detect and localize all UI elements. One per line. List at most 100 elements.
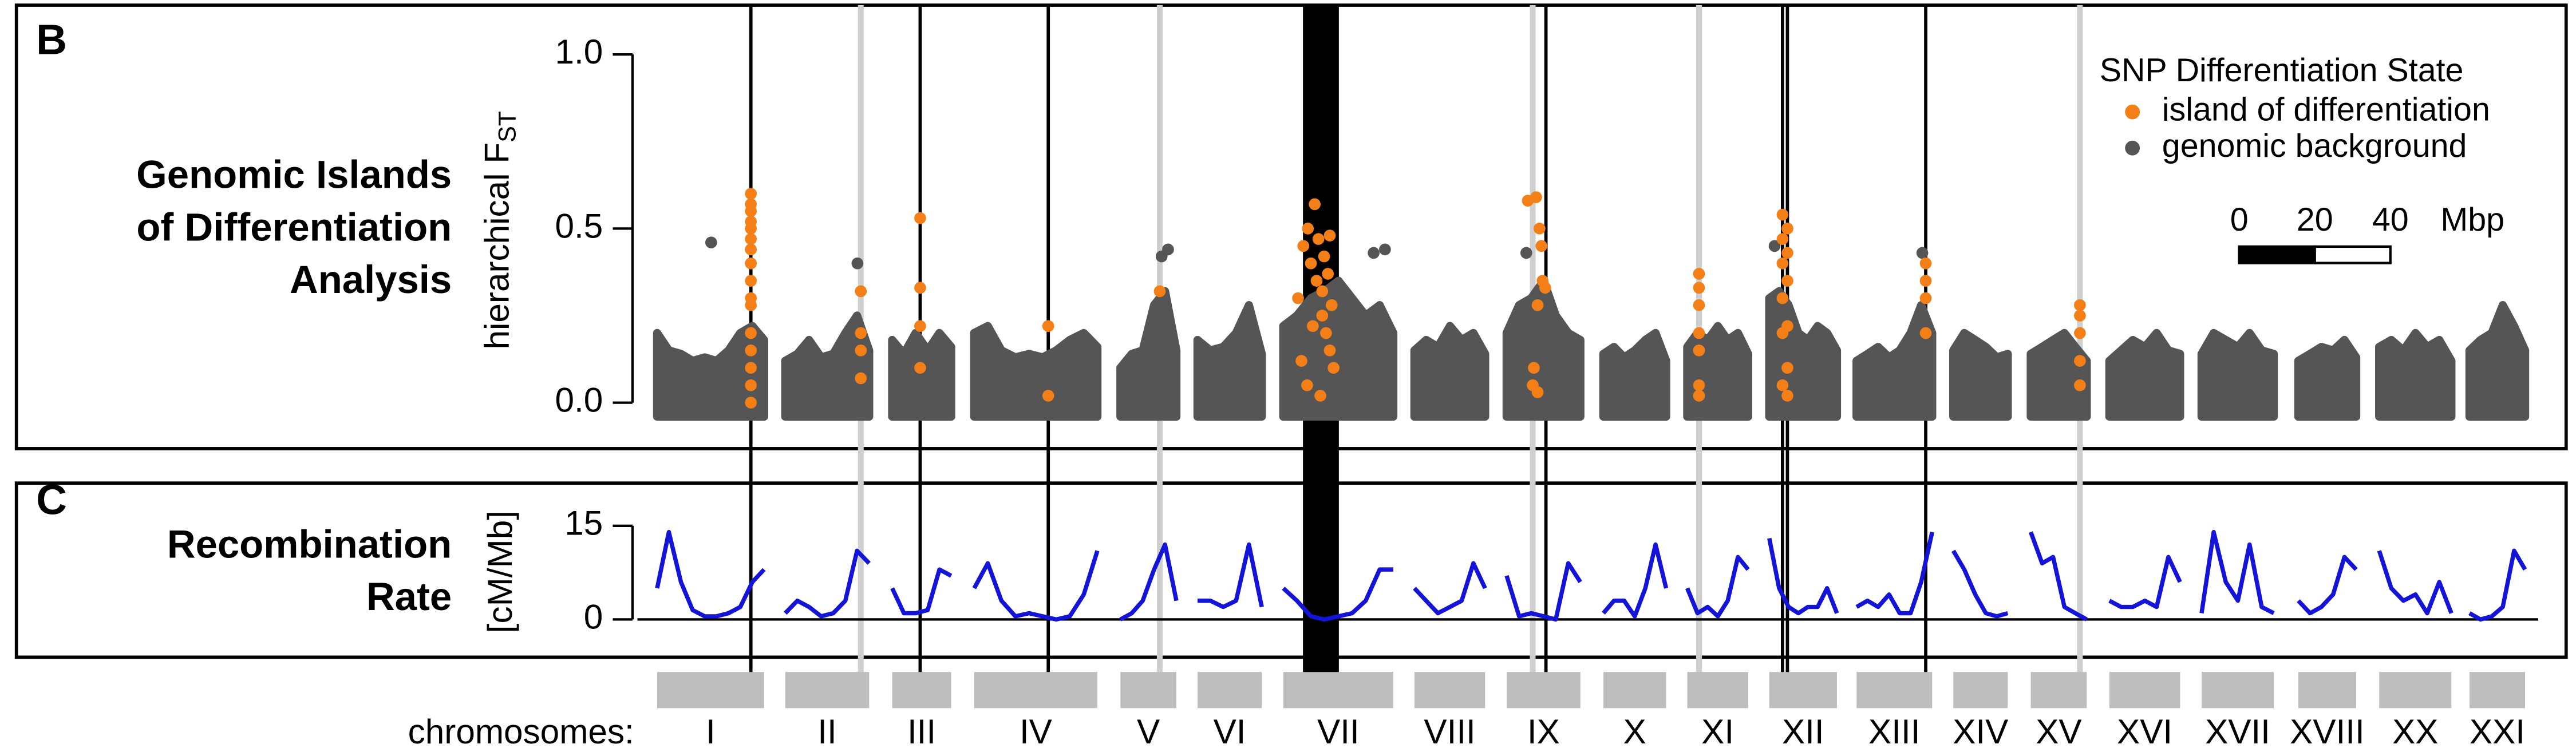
- snp-point: [1781, 275, 1793, 287]
- snp-point: [1316, 285, 1329, 298]
- snp-point: [2074, 379, 2086, 391]
- snp-point: [1781, 390, 1793, 402]
- snp-point: [855, 372, 867, 385]
- snp-point: [1768, 240, 1781, 252]
- y-axis-label: [cM/Mb]: [480, 510, 519, 633]
- recombination-line: [890, 567, 953, 616]
- scale-bar-label: 20: [2297, 201, 2333, 238]
- snp-point: [1693, 268, 1705, 280]
- snp-point: [1312, 233, 1325, 245]
- panel-title: Rate: [366, 575, 452, 619]
- chromosome-bar: [2030, 672, 2087, 708]
- background-density: [1765, 287, 1842, 421]
- snp-point: [855, 285, 867, 298]
- chromosome-bar: [1603, 672, 1666, 708]
- plots: [637, 188, 2538, 622]
- snp-point: [2074, 299, 2086, 311]
- snp-point: [745, 243, 757, 256]
- snp-point: [745, 327, 757, 339]
- snp-point: [1528, 362, 1540, 374]
- snp-point: [1539, 282, 1551, 294]
- recombination-line: [1282, 567, 1393, 622]
- legend-label: genomic background: [2162, 128, 2467, 164]
- snp-point: [1534, 223, 1546, 235]
- background-density: [888, 328, 955, 421]
- snp-point: [745, 188, 757, 200]
- y-tick-label: 0.5: [555, 206, 603, 245]
- recombination-line: [1602, 542, 1669, 619]
- legend-swatch: [2125, 140, 2140, 156]
- recombination-line: [2377, 550, 2453, 616]
- snp-point: [1309, 198, 1321, 211]
- snp-point: [1302, 223, 1314, 235]
- snp-point: [1310, 275, 1323, 287]
- scale-bar-label: 0: [2230, 201, 2249, 238]
- background-density: [653, 322, 768, 421]
- snp-point: [914, 282, 926, 294]
- chromosome-bar: [1687, 672, 1748, 708]
- snp-point: [1781, 362, 1793, 374]
- background-density: [2375, 328, 2456, 421]
- chromosome-bar: [2298, 672, 2356, 708]
- snp-point: [1693, 282, 1705, 294]
- chromosome-label: XVI: [2117, 712, 2172, 751]
- recombination-line: [2108, 555, 2182, 609]
- chromosome-bar: [1283, 672, 1393, 708]
- scale-bar-segment: [2238, 245, 2316, 264]
- snp-point: [745, 223, 757, 235]
- snp-point: [1919, 275, 1932, 287]
- snp-point: [1322, 268, 1334, 280]
- recombination-line: [2297, 555, 2358, 616]
- snp-point: [1693, 345, 1705, 357]
- y-tick-label: 0: [584, 597, 603, 636]
- background-density: [2465, 301, 2530, 421]
- snp-point: [1919, 327, 1932, 339]
- background-density: [1193, 301, 1266, 421]
- snp-point: [1919, 257, 1932, 270]
- snp-point: [1301, 379, 1313, 391]
- snp-point: [914, 362, 926, 374]
- panel-frame: [14, 481, 2568, 659]
- chromosome-label: XIV: [1953, 712, 2008, 751]
- snp-point: [2074, 355, 2086, 367]
- chromosome-label: XIII: [1868, 712, 1920, 751]
- background-density: [2197, 328, 2278, 421]
- chromosome-bar: [1506, 672, 1581, 708]
- background-density: [970, 322, 1102, 421]
- scale-bar-label: 40: [2372, 201, 2409, 238]
- snp-point: [1297, 240, 1310, 252]
- snp-point: [1295, 355, 1307, 367]
- snp-point: [1530, 191, 1542, 203]
- scale-bar-unit: Mbp: [2440, 201, 2504, 238]
- snp-point: [745, 345, 757, 357]
- snp-point: [1781, 247, 1793, 259]
- chromosome-label: IV: [1020, 712, 1052, 751]
- chromosome-label: XVII: [2205, 712, 2270, 751]
- snp-point: [1153, 285, 1166, 298]
- snp-point: [1693, 379, 1705, 391]
- snp-point: [1042, 390, 1054, 402]
- snp-point: [745, 233, 757, 245]
- snp-point: [1776, 327, 1789, 339]
- snp-point: [1162, 243, 1174, 256]
- chromosome-label: XI: [1701, 712, 1734, 751]
- snp-point: [1693, 390, 1705, 402]
- chromosome-label: I: [706, 712, 716, 751]
- snp-point: [1305, 257, 1317, 270]
- panel-frame: [14, 3, 2568, 450]
- recombination-line: [1197, 542, 1264, 609]
- recombination-line: [1951, 549, 2009, 619]
- chromosome-bar: [1856, 672, 1933, 708]
- snp-point: [1379, 243, 1391, 256]
- snp-point: [1325, 299, 1338, 311]
- snp-point: [1693, 327, 1705, 339]
- snp-point: [745, 397, 757, 409]
- snp-point: [1318, 250, 1330, 263]
- chromosome-bar: [1414, 672, 1485, 708]
- y-tick-label: 15: [564, 504, 603, 543]
- chromosome-label: VII: [1317, 712, 1360, 751]
- chromosome-bar: [1769, 672, 1837, 708]
- snp-point: [914, 320, 926, 333]
- chromosome-bar: [974, 672, 1098, 708]
- panel-title: Analysis: [290, 258, 452, 302]
